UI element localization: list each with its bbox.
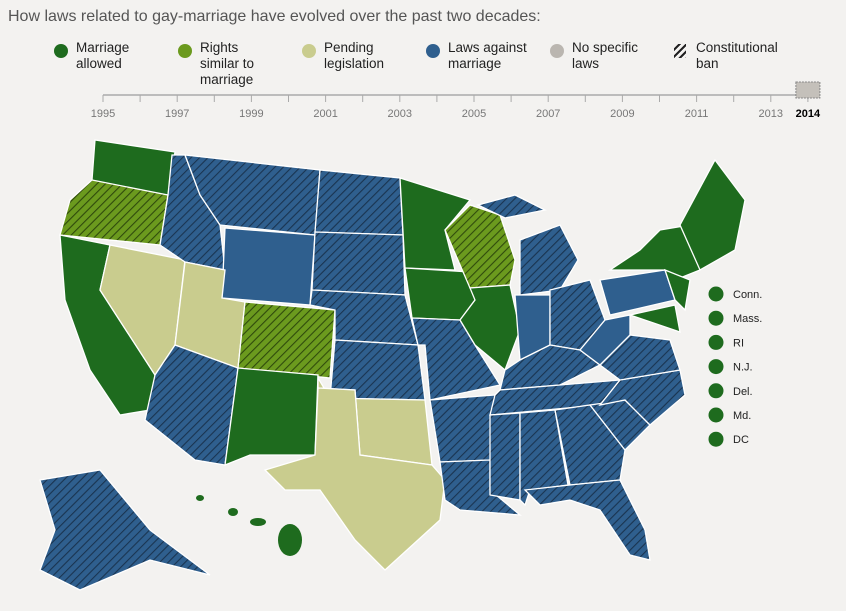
state — [250, 518, 266, 526]
state-dot — [708, 431, 724, 447]
legend-item: No specific laws — [550, 40, 652, 88]
title: How laws related to gay-marriage have ev… — [8, 8, 541, 25]
legend-label: Constitutional ban — [696, 40, 778, 71]
legend-label: Marriage allowed — [76, 40, 130, 71]
state — [579, 314, 631, 366]
state — [196, 495, 204, 501]
state — [311, 231, 406, 296]
state-dot — [708, 359, 724, 375]
state — [228, 508, 238, 516]
state — [627, 304, 681, 333]
timeline-year: 2011 — [685, 108, 709, 120]
state-label: N.J. — [733, 362, 753, 374]
legend-item: Pending legislation — [302, 40, 404, 88]
state-label: Del. — [733, 386, 753, 398]
state-dot — [708, 334, 724, 350]
legend-item: Constitutional ban — [674, 40, 778, 88]
state — [679, 158, 746, 271]
timeline-year: 2003 — [388, 108, 412, 120]
state-label: Conn. — [733, 289, 762, 301]
timeline-year: 2005 — [462, 108, 486, 120]
legend-item: Marriage allowed — [54, 40, 156, 88]
legend-swatch — [674, 44, 686, 58]
state-dot — [708, 383, 724, 399]
state — [263, 387, 446, 571]
state — [429, 394, 496, 463]
state — [489, 412, 521, 501]
state-label: Md. — [733, 410, 751, 422]
state — [221, 227, 316, 306]
state — [224, 367, 319, 467]
timeline-year: 1997 — [165, 108, 189, 120]
state-label: Mass. — [733, 313, 762, 325]
state — [476, 194, 547, 219]
legend-label: No specific laws — [572, 40, 639, 71]
legend-swatch — [426, 44, 440, 58]
legend-swatch — [550, 44, 564, 58]
timeline-year: 2009 — [610, 108, 634, 120]
state — [519, 224, 579, 296]
state — [523, 479, 651, 561]
state — [663, 268, 691, 312]
state — [59, 179, 169, 246]
legend: Marriage allowed Rights similar to marria… — [54, 40, 798, 88]
state — [314, 169, 404, 236]
legend-label: Laws against marriage — [448, 40, 527, 71]
state — [39, 469, 211, 591]
legend-swatch — [54, 44, 68, 58]
state-dot — [708, 286, 724, 302]
state — [399, 177, 472, 271]
state-dot — [708, 407, 724, 423]
timeline-year: 1999 — [239, 108, 263, 120]
state — [459, 284, 521, 372]
state-dot — [708, 310, 724, 326]
legend-label: Pending legislation — [324, 40, 385, 71]
legend-swatch — [302, 44, 316, 58]
legend-label: Rights similar to marriage — [200, 40, 255, 87]
state — [237, 301, 336, 379]
timeline-year: 1995 — [91, 108, 115, 120]
legend-item: Laws against marriage — [426, 40, 528, 88]
legend-swatch — [178, 44, 192, 58]
timeline-year: 2001 — [313, 108, 337, 120]
timeline-selected: 2014 — [796, 108, 821, 120]
state — [278, 524, 302, 556]
legend-item: Rights similar to marriage — [178, 40, 280, 88]
state-label: DC — [733, 434, 749, 446]
timeline-year: 2007 — [536, 108, 560, 120]
states — [39, 139, 746, 591]
state — [184, 154, 321, 236]
state-label: RI — [733, 337, 744, 349]
timeline-year: 2013 — [759, 108, 783, 120]
timeline-handle — [795, 81, 821, 99]
state — [554, 404, 626, 486]
